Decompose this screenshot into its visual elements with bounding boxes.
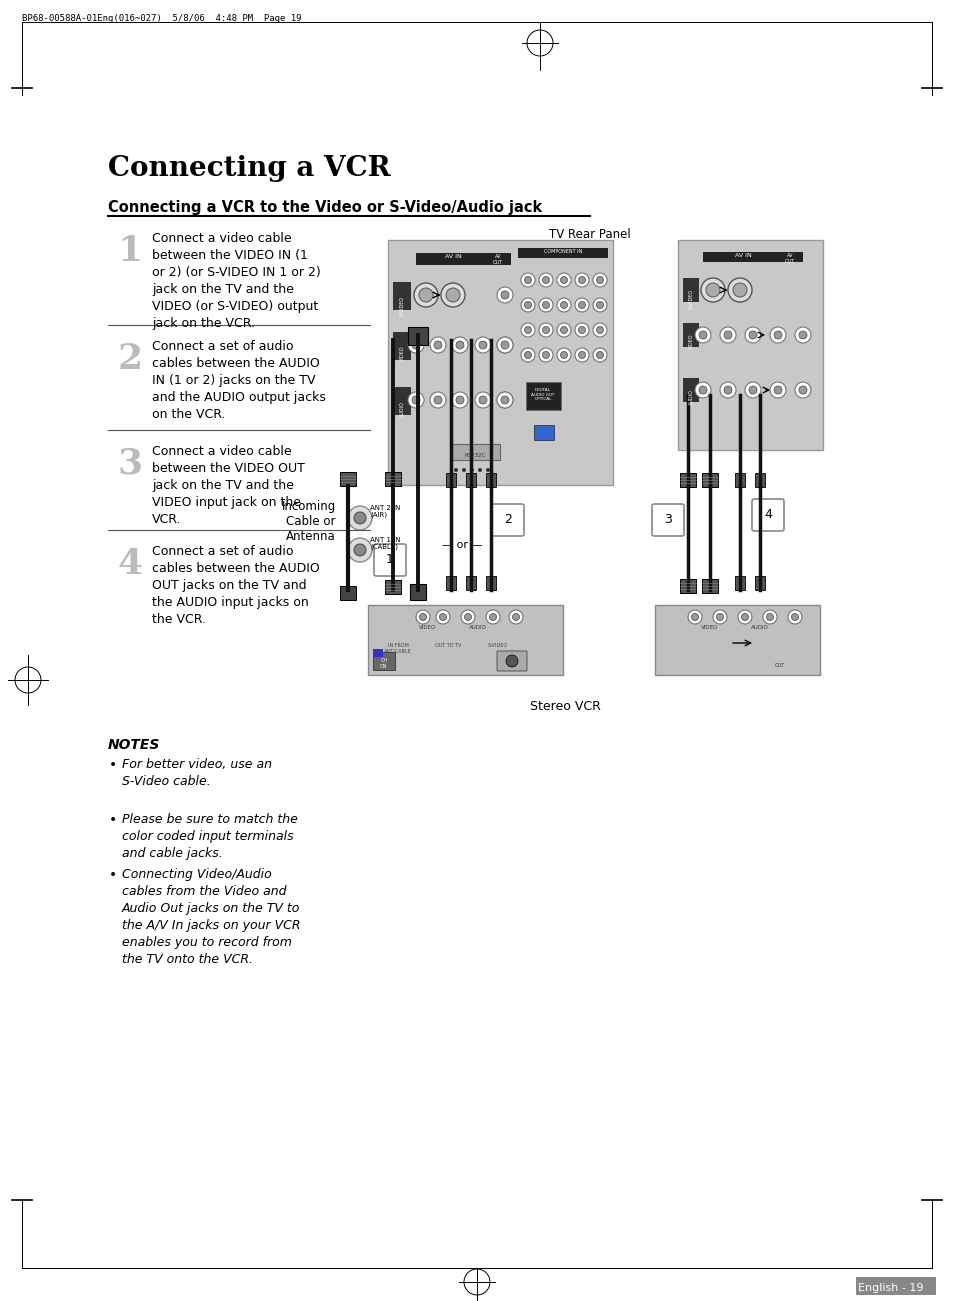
Bar: [679, 474, 696, 487]
Bar: [679, 579, 696, 593]
Circle shape: [497, 392, 513, 409]
Text: AUDIO: AUDIO: [399, 401, 404, 416]
Circle shape: [418, 288, 433, 302]
Circle shape: [500, 396, 509, 405]
Circle shape: [439, 614, 446, 621]
Circle shape: [705, 284, 720, 297]
Circle shape: [430, 392, 446, 409]
Circle shape: [575, 298, 588, 312]
Text: S-VIDEO: S-VIDEO: [688, 289, 693, 310]
Circle shape: [695, 382, 710, 398]
Circle shape: [748, 330, 757, 340]
Circle shape: [520, 273, 535, 288]
Circle shape: [489, 614, 496, 621]
Text: ANT 2 IN
(AIR): ANT 2 IN (AIR): [370, 505, 400, 519]
Bar: [682, 379, 699, 402]
Circle shape: [744, 327, 760, 343]
Bar: [465, 474, 476, 487]
Bar: [682, 323, 699, 347]
Circle shape: [520, 347, 535, 362]
Circle shape: [524, 351, 531, 359]
Bar: [393, 332, 411, 360]
Text: Please be sure to match the
color coded input terminals
and cable jacks.: Please be sure to match the color coded …: [122, 813, 297, 860]
Text: S-VIDEO: S-VIDEO: [399, 297, 404, 316]
Bar: [525, 382, 560, 410]
Circle shape: [748, 386, 757, 394]
Circle shape: [440, 284, 464, 307]
Text: 4: 4: [117, 546, 142, 582]
Bar: [385, 580, 400, 595]
Circle shape: [452, 337, 468, 353]
Circle shape: [524, 327, 531, 333]
Circle shape: [500, 396, 509, 405]
Bar: [517, 248, 607, 258]
Bar: [373, 652, 395, 670]
Circle shape: [505, 654, 517, 667]
Bar: [754, 576, 764, 589]
Circle shape: [723, 330, 731, 340]
Text: 3: 3: [117, 448, 142, 481]
Circle shape: [578, 302, 585, 308]
Circle shape: [542, 351, 549, 359]
Bar: [339, 472, 355, 487]
Bar: [485, 576, 496, 589]
Circle shape: [578, 351, 585, 359]
Text: Connect a set of audio
cables between the AUDIO
IN (1 or 2) jacks on the TV
and : Connect a set of audio cables between th…: [152, 340, 326, 422]
Circle shape: [773, 330, 781, 340]
Circle shape: [464, 614, 471, 621]
Circle shape: [475, 392, 491, 409]
Circle shape: [794, 327, 810, 343]
Circle shape: [542, 302, 549, 308]
FancyBboxPatch shape: [651, 503, 683, 536]
Circle shape: [593, 273, 606, 288]
Circle shape: [460, 610, 475, 624]
Circle shape: [452, 392, 468, 409]
Circle shape: [732, 284, 746, 297]
Circle shape: [596, 277, 603, 284]
Text: •: •: [109, 758, 117, 771]
Circle shape: [557, 298, 571, 312]
Text: OUT: OUT: [774, 664, 784, 667]
Circle shape: [593, 298, 606, 312]
Text: 4: 4: [763, 509, 771, 522]
Circle shape: [720, 327, 735, 343]
Text: AUDIO: AUDIO: [750, 624, 768, 630]
Circle shape: [738, 610, 751, 624]
Circle shape: [575, 347, 588, 362]
Circle shape: [485, 468, 490, 472]
Text: TV Rear Panel: TV Rear Panel: [549, 228, 630, 241]
Text: VIDEO: VIDEO: [700, 624, 718, 630]
Text: VIDEO: VIDEO: [399, 346, 404, 362]
Circle shape: [596, 351, 603, 359]
Circle shape: [436, 610, 450, 624]
Circle shape: [787, 610, 801, 624]
Circle shape: [520, 298, 535, 312]
Bar: [754, 474, 764, 487]
Text: Connect a video cable
between the VIDEO IN (1
or 2) (or S-VIDEO IN 1 or 2)
jack : Connect a video cable between the VIDEO …: [152, 232, 320, 330]
Bar: [410, 584, 426, 600]
Text: BP68-00588A-01Eng(016~027)  5/8/06  4:48 PM  Page 19: BP68-00588A-01Eng(016~027) 5/8/06 4:48 P…: [22, 14, 301, 23]
Text: IN FROM
ANT/CABLE: IN FROM ANT/CABLE: [384, 643, 412, 654]
Bar: [678, 239, 822, 450]
Text: Stereo VCR: Stereo VCR: [529, 700, 599, 713]
Bar: [701, 579, 718, 593]
Bar: [446, 576, 456, 589]
Circle shape: [765, 614, 773, 621]
Bar: [388, 239, 613, 485]
Circle shape: [430, 337, 446, 353]
Text: Connecting a VCR: Connecting a VCR: [108, 155, 390, 182]
Bar: [450, 444, 499, 461]
FancyBboxPatch shape: [751, 500, 783, 531]
Circle shape: [524, 277, 531, 284]
Text: AUDIO: AUDIO: [469, 624, 486, 630]
Circle shape: [687, 610, 701, 624]
Circle shape: [791, 614, 798, 621]
Bar: [373, 649, 382, 657]
Circle shape: [593, 323, 606, 337]
Text: Connecting a VCR to the Video or S-Video/Audio jack: Connecting a VCR to the Video or S-Video…: [108, 200, 541, 215]
Bar: [682, 278, 699, 302]
Text: AUDIO: AUDIO: [688, 389, 693, 405]
Circle shape: [699, 330, 706, 340]
Circle shape: [354, 513, 366, 524]
Text: English - 19: English - 19: [857, 1283, 923, 1293]
